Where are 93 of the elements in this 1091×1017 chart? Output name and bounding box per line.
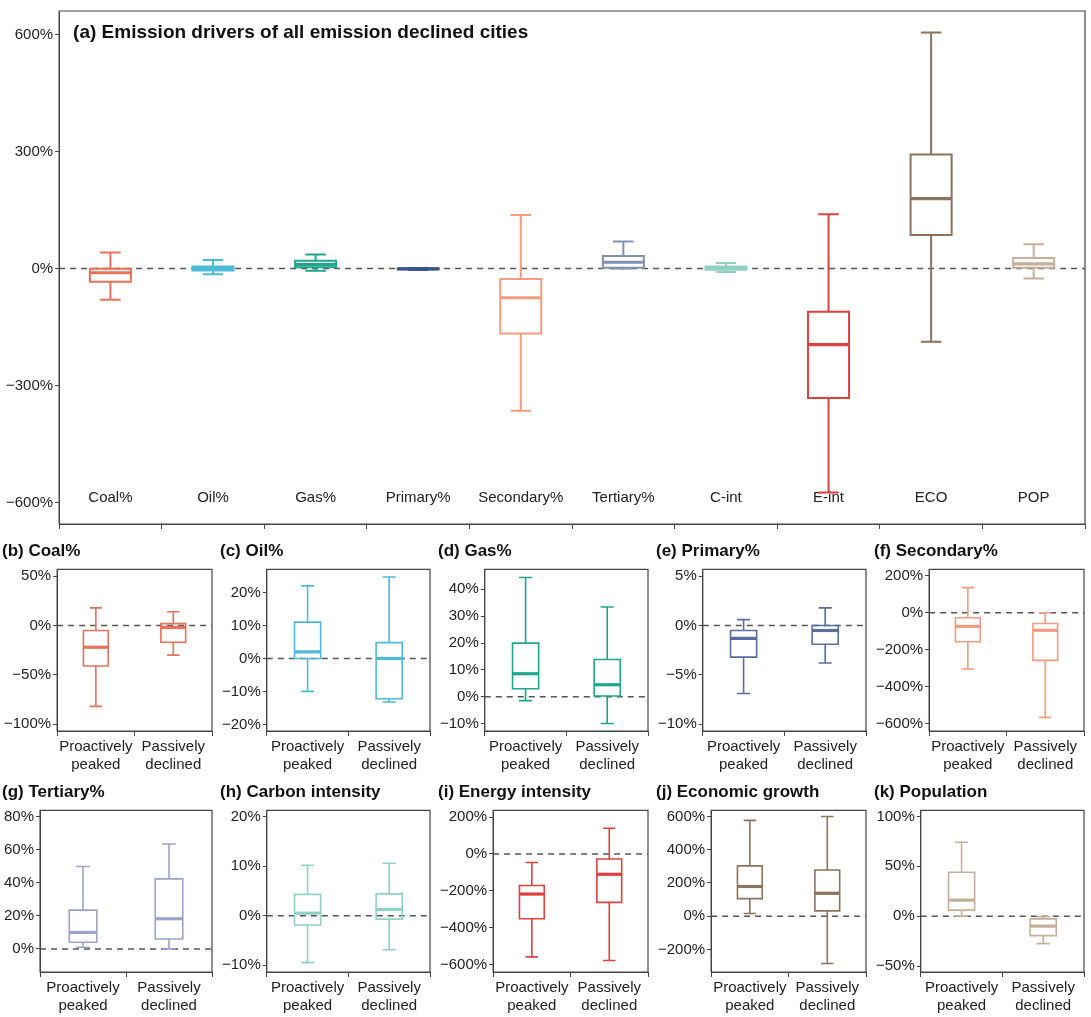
- x-tick-label: Passively declined: [577, 978, 642, 1014]
- chart-title: (f) Secondary%: [874, 540, 998, 560]
- y-tick-label: −10%: [221, 681, 261, 699]
- y-tick-label: −50%: [12, 664, 52, 682]
- y-tick-label: 0%: [239, 905, 261, 923]
- y-tick-label: 200%: [666, 873, 706, 891]
- x-tick-label: POP: [1017, 488, 1050, 506]
- y-tick-label: −300%: [6, 375, 54, 393]
- x-tick-label: Proactively peaked: [488, 737, 563, 773]
- x-tick-label: Passively declined: [1013, 737, 1078, 773]
- x-tick-label: Proactively peaked: [59, 737, 134, 773]
- chart-title: (b) Coal%: [2, 540, 81, 560]
- y-tick-label: −50%: [875, 956, 915, 974]
- y-tick-label: 5%: [675, 566, 697, 584]
- y-tick-label: 10%: [230, 615, 261, 633]
- x-tick-label: Proactively peaked: [46, 978, 121, 1014]
- x-tick-label: E-int: [813, 488, 845, 506]
- x-tick-label: Coal%: [88, 488, 133, 506]
- chart-title: (d) Gas%: [438, 540, 512, 560]
- x-tick-label: Proactively peaked: [270, 978, 345, 1014]
- x-tick-label: Tertiary%: [592, 488, 655, 506]
- y-tick-label: −400%: [876, 676, 924, 694]
- y-tick-label: 20%: [230, 582, 261, 600]
- y-tick-label: 0%: [239, 648, 261, 666]
- y-tick-label: 30%: [448, 606, 479, 624]
- chart-title: (c) Oil%: [220, 540, 284, 560]
- y-tick-label: 10%: [448, 660, 479, 678]
- x-tick-label: Proactively peaked: [706, 737, 781, 773]
- x-tick-label: Oil%: [197, 488, 229, 506]
- y-tick-label: 0%: [683, 906, 706, 924]
- y-tick-label: 20%: [448, 633, 479, 651]
- y-tick-label: 100%: [876, 806, 915, 824]
- x-tick-label: Passively declined: [793, 737, 858, 773]
- y-tick-label: 80%: [3, 807, 35, 825]
- text: (a) Emission drivers of all emission declined cities: [73, 20, 529, 42]
- chart-title: (g) Tertiary%: [2, 781, 105, 801]
- y-tick-label: −10%: [221, 955, 261, 973]
- x-tick-label: Passively declined: [141, 737, 206, 773]
- y-tick-label: 0%: [457, 686, 479, 704]
- x-tick-label: Passively declined: [1011, 978, 1076, 1014]
- y-tick-label: −100%: [4, 714, 52, 732]
- y-tick-label: −20%: [221, 714, 261, 732]
- x-tick-label: C-int: [710, 488, 743, 506]
- y-tick-label: 60%: [3, 840, 35, 858]
- y-tick-label: 600%: [666, 806, 706, 824]
- x-tick-label: Proactively peaked: [924, 978, 999, 1014]
- y-tick-label: 50%: [884, 856, 915, 874]
- x-tick-label: Passively declined: [357, 978, 422, 1014]
- y-tick-label: 40%: [448, 579, 479, 597]
- y-tick-label: 20%: [230, 806, 261, 824]
- y-tick-label: 20%: [3, 906, 35, 924]
- y-tick-label: −10%: [657, 714, 697, 732]
- y-tick-label: 50%: [21, 566, 52, 584]
- y-tick-label: −200%: [876, 639, 924, 657]
- x-tick-label: Passively declined: [795, 978, 860, 1014]
- chart-title: (k) Population: [874, 781, 988, 801]
- x-tick-label: Proactively peaked: [713, 978, 788, 1014]
- y-tick-label: −600%: [876, 713, 924, 731]
- y-tick-label: 0%: [893, 906, 915, 924]
- y-tick-label: −10%: [439, 713, 479, 731]
- x-tick-label: Passively declined: [575, 737, 640, 773]
- x-tick-label: Primary%: [385, 488, 451, 506]
- y-tick-label: 0%: [675, 615, 697, 633]
- x-tick-label: ECO: [914, 488, 948, 506]
- x-tick-label: Proactively peaked: [270, 737, 345, 773]
- y-tick-label: 200%: [884, 566, 924, 583]
- y-tick-label: 40%: [3, 873, 35, 891]
- y-tick-label: 200%: [448, 807, 488, 825]
- y-tick-label: −600%: [440, 954, 488, 972]
- y-tick-label: −5%: [666, 664, 697, 682]
- y-tick-label: 600%: [14, 24, 54, 42]
- x-tick-label: Secondary%: [478, 488, 564, 506]
- y-tick-label: 0%: [29, 615, 52, 633]
- x-tick-label: Proactively peaked: [495, 978, 570, 1014]
- chart-title: (j) Economic growth: [656, 781, 820, 801]
- y-tick-label: −400%: [440, 918, 488, 935]
- x-tick-label: Proactively peaked: [931, 737, 1006, 773]
- y-tick-label: 10%: [230, 856, 261, 874]
- y-tick-label: 0%: [12, 939, 35, 957]
- y-tick-label: −600%: [6, 492, 54, 510]
- chart-title: (e) Primary%: [656, 540, 760, 560]
- chart-title: (h) Carbon intensity: [220, 781, 382, 801]
- x-tick-label: Gas%: [295, 488, 337, 506]
- chart-title: (i) Energy intensity: [438, 781, 592, 801]
- y-tick-label: 0%: [31, 258, 54, 276]
- y-tick-label: 400%: [666, 839, 706, 857]
- y-tick-label: 300%: [14, 141, 54, 159]
- x-tick-label: Passively declined: [137, 978, 202, 1014]
- y-tick-label: −200%: [440, 881, 488, 899]
- x-tick-label: Passively declined: [357, 737, 422, 773]
- y-tick-label: 0%: [901, 602, 924, 620]
- y-tick-label: 0%: [465, 844, 488, 862]
- y-tick-label: −200%: [658, 939, 706, 957]
